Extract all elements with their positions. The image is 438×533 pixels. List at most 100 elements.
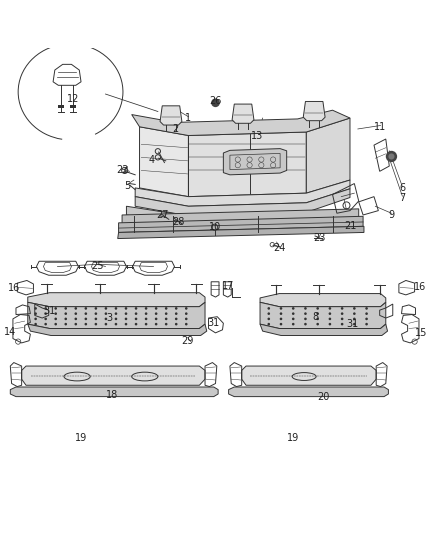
Text: 8: 8 (312, 312, 318, 322)
Text: 21: 21 (344, 221, 356, 231)
Circle shape (365, 307, 368, 310)
Circle shape (155, 323, 157, 326)
Circle shape (95, 323, 97, 326)
Text: 14: 14 (4, 327, 16, 337)
Circle shape (341, 307, 343, 310)
Circle shape (211, 99, 220, 107)
Circle shape (316, 323, 319, 326)
Circle shape (135, 307, 138, 310)
Circle shape (95, 312, 97, 315)
Circle shape (316, 312, 319, 315)
Circle shape (341, 323, 343, 326)
Circle shape (54, 323, 57, 326)
Circle shape (185, 312, 187, 315)
Circle shape (125, 323, 127, 326)
Polygon shape (118, 227, 364, 239)
Circle shape (74, 318, 77, 320)
Bar (58, 105, 64, 108)
Circle shape (125, 318, 127, 320)
Text: 19: 19 (287, 433, 299, 442)
Text: 3: 3 (106, 313, 112, 323)
Text: 19: 19 (75, 433, 88, 442)
Text: 9: 9 (389, 210, 395, 220)
Circle shape (268, 312, 270, 315)
Polygon shape (127, 206, 354, 224)
Circle shape (316, 318, 319, 320)
Circle shape (155, 318, 157, 320)
Text: 27: 27 (156, 210, 169, 220)
Circle shape (165, 307, 167, 310)
Circle shape (44, 323, 47, 326)
Circle shape (341, 312, 343, 315)
Circle shape (155, 307, 157, 310)
Text: 31: 31 (346, 319, 359, 329)
Circle shape (115, 318, 117, 320)
Text: 22: 22 (116, 165, 128, 175)
Bar (70, 105, 76, 108)
Polygon shape (242, 366, 376, 385)
Circle shape (64, 307, 67, 310)
Text: 31: 31 (43, 306, 56, 316)
Circle shape (268, 323, 270, 326)
Circle shape (280, 312, 283, 315)
Text: 1: 1 (185, 113, 191, 123)
Circle shape (135, 323, 138, 326)
Circle shape (34, 307, 37, 310)
Circle shape (64, 312, 67, 315)
Circle shape (280, 318, 283, 320)
Circle shape (304, 323, 307, 326)
Circle shape (328, 307, 331, 310)
Polygon shape (232, 104, 254, 123)
Circle shape (175, 312, 177, 315)
Circle shape (125, 307, 127, 310)
Circle shape (365, 312, 368, 315)
Polygon shape (223, 149, 287, 175)
Circle shape (105, 312, 107, 315)
Text: 23: 23 (313, 233, 325, 243)
Circle shape (74, 312, 77, 315)
Circle shape (44, 318, 47, 320)
Text: 16: 16 (414, 282, 426, 293)
Circle shape (85, 323, 87, 326)
Polygon shape (260, 324, 388, 335)
Polygon shape (135, 180, 350, 206)
Text: 4: 4 (148, 155, 154, 165)
Circle shape (74, 307, 77, 310)
Circle shape (85, 312, 87, 315)
Circle shape (386, 151, 397, 162)
Polygon shape (21, 366, 205, 385)
Text: 7: 7 (399, 192, 406, 203)
Text: 12: 12 (67, 94, 79, 104)
Text: 15: 15 (414, 328, 427, 338)
Polygon shape (140, 127, 188, 197)
Circle shape (304, 312, 307, 315)
Text: 31: 31 (208, 318, 220, 328)
Circle shape (115, 323, 117, 326)
Polygon shape (119, 216, 363, 232)
Text: 16: 16 (8, 284, 20, 293)
Text: 28: 28 (173, 217, 185, 227)
Circle shape (185, 307, 187, 310)
Circle shape (95, 307, 97, 310)
Circle shape (85, 318, 87, 320)
Polygon shape (122, 209, 359, 224)
Text: 10: 10 (208, 222, 221, 232)
Text: 17: 17 (222, 281, 234, 290)
Circle shape (145, 323, 148, 326)
Circle shape (105, 318, 107, 320)
Circle shape (280, 323, 283, 326)
Circle shape (54, 307, 57, 310)
Circle shape (341, 318, 343, 320)
Circle shape (105, 323, 107, 326)
Circle shape (268, 307, 270, 310)
Circle shape (165, 323, 167, 326)
Circle shape (135, 312, 138, 315)
Circle shape (280, 307, 283, 310)
Circle shape (185, 318, 187, 320)
Polygon shape (260, 302, 386, 328)
Text: 2: 2 (172, 124, 178, 134)
Circle shape (64, 318, 67, 320)
Circle shape (145, 318, 148, 320)
Circle shape (304, 318, 307, 320)
Circle shape (389, 154, 395, 159)
